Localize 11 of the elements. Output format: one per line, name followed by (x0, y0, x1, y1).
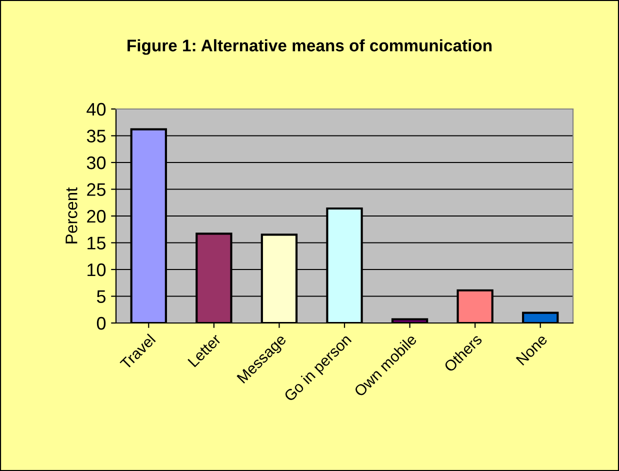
y-tick-label: 35 (86, 130, 106, 142)
y-axis-title: Percent (66, 187, 78, 244)
y-tick-label: 30 (86, 156, 106, 170)
chart-title: Figure 1: Alternative means of communication (128, 39, 492, 55)
y-tick-label: 20 (87, 210, 106, 223)
y-tick-label: 15 (88, 236, 106, 250)
y-tick-label: 5 (96, 290, 106, 303)
y-tick-label: 40 (86, 102, 106, 116)
y-tick-label: 0 (96, 316, 106, 330)
y-tick-label: 25 (87, 183, 106, 196)
y-tick-label: 10 (88, 263, 106, 276)
